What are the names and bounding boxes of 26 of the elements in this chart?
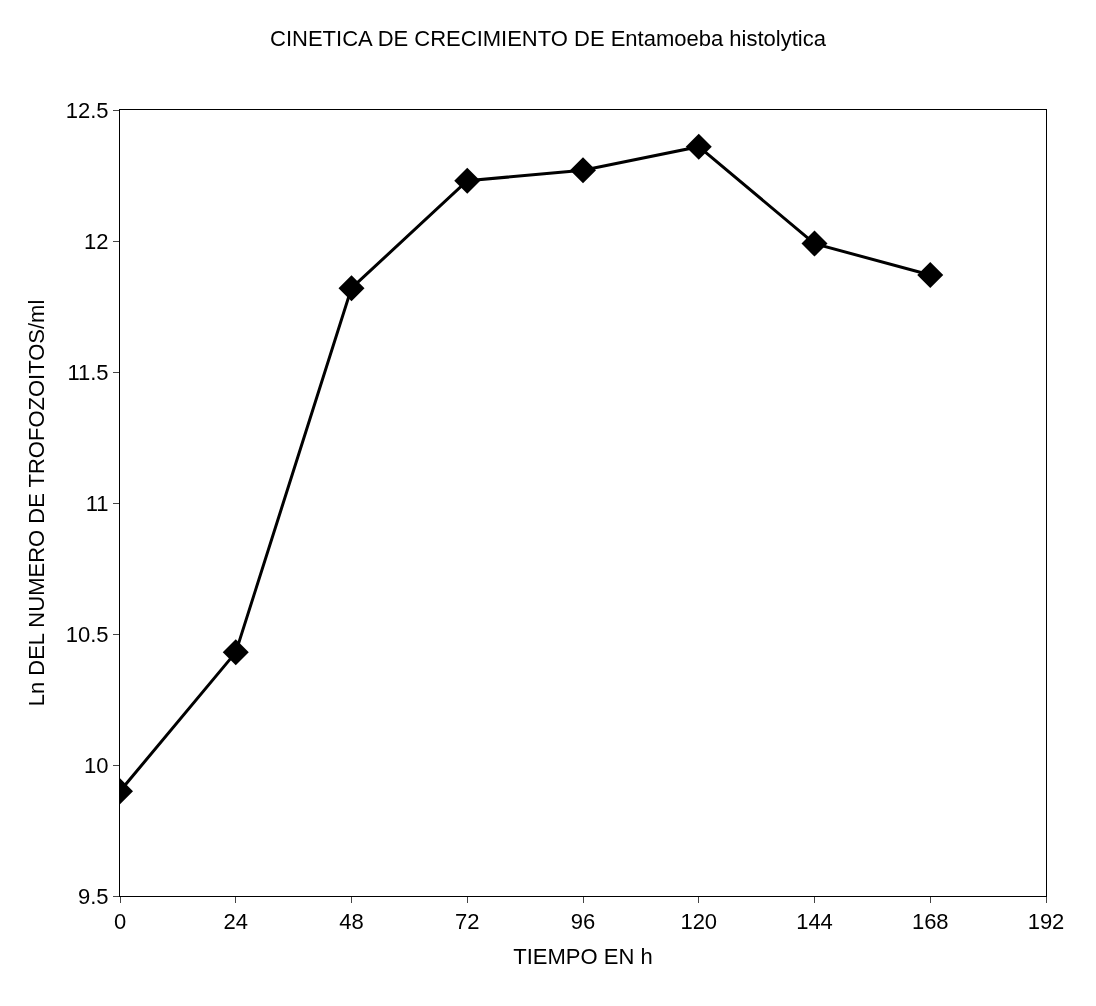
point xyxy=(338,275,365,302)
x-tick-label: 144 xyxy=(796,909,833,935)
x-tick-label: 48 xyxy=(339,909,364,935)
point xyxy=(685,133,712,160)
y-tick-label: 9.5 xyxy=(78,883,109,909)
point xyxy=(222,639,249,666)
point xyxy=(917,262,944,289)
y-axis-title: Ln DEL NUMERO DE TROFOZOITOS/ml xyxy=(23,299,49,707)
y-tick-label: 10 xyxy=(84,752,109,778)
point xyxy=(454,167,481,194)
x-tick-label: 96 xyxy=(570,909,596,935)
point xyxy=(801,230,828,257)
x-tick-label: 192 xyxy=(1027,909,1065,935)
point xyxy=(570,157,596,184)
y-tick-label: 11 xyxy=(85,490,109,516)
x-tick-label: 120 xyxy=(680,909,718,935)
x-tick-label: 72 xyxy=(455,909,480,935)
y-tick-label: 11.5 xyxy=(67,359,109,385)
x-tick-label: 0 xyxy=(113,909,127,935)
y-tick-label: 10.5 xyxy=(65,621,109,647)
x-axis-title: TIEMPO EN h xyxy=(513,944,653,970)
y-tick-label: 12 xyxy=(84,228,109,254)
x-tick-label: 24 xyxy=(223,909,248,935)
x-tick-label: 168 xyxy=(911,909,949,935)
chart-title: CINETICA DE CRECIMIENTO DE Entamoeba histolytica xyxy=(270,25,827,51)
y-tick-label: 12.5 xyxy=(65,97,109,123)
